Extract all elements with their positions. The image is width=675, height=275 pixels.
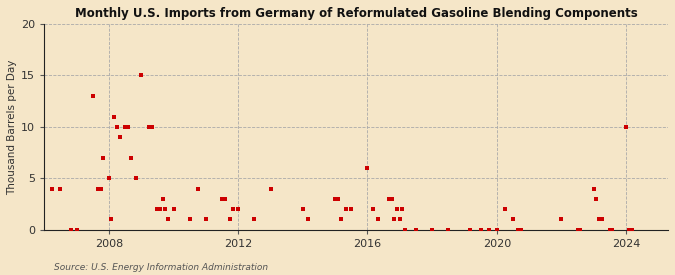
Point — [217, 197, 227, 201]
Point — [265, 186, 276, 191]
Point — [136, 73, 146, 78]
Point — [47, 186, 58, 191]
Text: Source: U.S. Energy Information Administration: Source: U.S. Energy Information Administ… — [54, 263, 268, 272]
Point — [427, 228, 437, 232]
Point — [513, 228, 524, 232]
Point — [98, 156, 109, 160]
Point — [225, 217, 236, 222]
Point — [192, 186, 203, 191]
Point — [130, 176, 141, 180]
Point — [298, 207, 308, 211]
Point — [233, 207, 244, 211]
Point — [392, 207, 402, 211]
Point — [109, 114, 119, 119]
Point — [335, 217, 346, 222]
Point — [383, 197, 394, 201]
Point — [163, 217, 173, 222]
Point — [160, 207, 171, 211]
Point — [125, 156, 136, 160]
Point — [303, 217, 314, 222]
Point — [597, 217, 608, 222]
Point — [591, 197, 601, 201]
Point — [516, 228, 526, 232]
Point — [111, 125, 122, 129]
Point — [589, 186, 599, 191]
Point — [410, 228, 421, 232]
Point — [119, 125, 130, 129]
Point — [508, 217, 518, 222]
Point — [106, 217, 117, 222]
Point — [607, 228, 618, 232]
Point — [184, 217, 195, 222]
Point — [373, 217, 383, 222]
Point — [400, 228, 410, 232]
Title: Monthly U.S. Imports from Germany of Reformulated Gasoline Blending Components: Monthly U.S. Imports from Germany of Ref… — [75, 7, 637, 20]
Point — [249, 217, 260, 222]
Point — [483, 228, 494, 232]
Point — [500, 207, 510, 211]
Point — [605, 228, 616, 232]
Point — [368, 207, 379, 211]
Point — [122, 125, 133, 129]
Point — [219, 197, 230, 201]
Point — [146, 125, 157, 129]
Point — [340, 207, 351, 211]
Point — [572, 228, 583, 232]
Point — [330, 197, 341, 201]
Point — [443, 228, 454, 232]
Point — [155, 207, 165, 211]
Point — [168, 207, 179, 211]
Point — [200, 217, 211, 222]
Point — [114, 135, 125, 139]
Point — [394, 217, 405, 222]
Point — [464, 228, 475, 232]
Point — [152, 207, 163, 211]
Y-axis label: Thousand Barrels per Day: Thousand Barrels per Day — [7, 59, 17, 194]
Point — [556, 217, 567, 222]
Point — [594, 217, 605, 222]
Point — [346, 207, 356, 211]
Point — [332, 197, 343, 201]
Point — [55, 186, 66, 191]
Point — [65, 228, 76, 232]
Point — [574, 228, 585, 232]
Point — [95, 186, 106, 191]
Point — [491, 228, 502, 232]
Point — [87, 94, 98, 98]
Point — [71, 228, 82, 232]
Point — [389, 217, 400, 222]
Point — [227, 207, 238, 211]
Point — [475, 228, 486, 232]
Point — [362, 166, 373, 170]
Point — [157, 197, 168, 201]
Point — [93, 186, 104, 191]
Point — [386, 197, 397, 201]
Point — [397, 207, 408, 211]
Point — [144, 125, 155, 129]
Point — [620, 125, 631, 129]
Point — [103, 176, 114, 180]
Point — [623, 228, 634, 232]
Point — [626, 228, 637, 232]
